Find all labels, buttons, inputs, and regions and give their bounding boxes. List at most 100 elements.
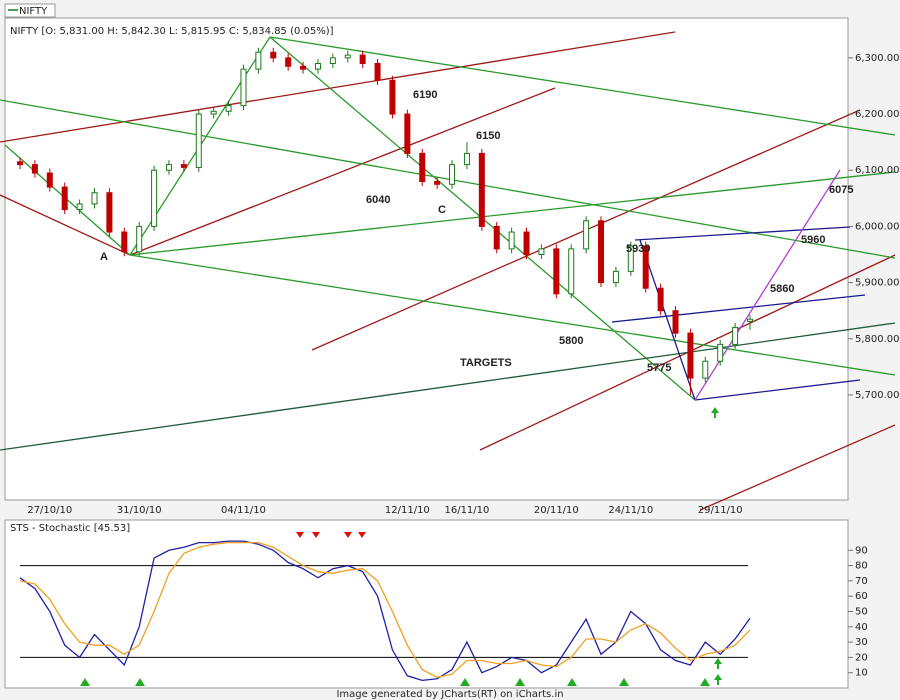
signal-arrow — [714, 674, 722, 685]
annotations: A C 6190 6150 6040 5800 5775 TARGETS 586… — [100, 89, 853, 374]
candle-body — [285, 57, 292, 67]
candle-body — [538, 248, 545, 256]
marks: 5,700.00 5,800.00 5,900.00 6,000.00 6,100.00… — [17, 47, 900, 682]
candle-body — [180, 164, 187, 168]
y-tick-label: 90 — [855, 545, 868, 556]
y-tick-label: 60 — [855, 591, 868, 602]
signal-arrow — [296, 532, 304, 538]
candle-body — [553, 248, 560, 295]
trend-line — [269, 36, 896, 136]
y-tick-label: 70 — [855, 576, 868, 587]
candle-body — [523, 231, 530, 256]
candle-body — [702, 360, 709, 379]
candle-body — [717, 343, 724, 362]
signal-arrow — [714, 658, 722, 669]
trend-line — [611, 294, 866, 323]
candle-body — [240, 68, 247, 107]
signal-arrow — [700, 678, 710, 686]
candle-body — [344, 54, 351, 59]
y-tick-label: 50 — [855, 607, 868, 618]
signal-arrow — [344, 532, 352, 538]
candle-body — [434, 180, 441, 185]
candle-body — [478, 152, 485, 227]
candle-body — [642, 245, 649, 289]
annotation: 5960 — [801, 234, 825, 246]
y-tick-label: 6,300.00 — [855, 53, 900, 64]
trend-line — [0, 322, 896, 451]
candle-body — [449, 164, 456, 185]
x-tick-label: 16/11/10 — [444, 505, 489, 516]
candle-body — [91, 192, 98, 205]
trend-line — [634, 226, 851, 241]
candle-body — [46, 172, 53, 188]
candle-body — [419, 152, 426, 182]
candle-body — [300, 65, 307, 70]
candle-body — [612, 270, 619, 284]
y-tick-label: 80 — [855, 561, 868, 572]
y-tick-label: 20 — [855, 652, 868, 663]
candle-body — [568, 248, 575, 295]
candle-body — [404, 113, 411, 154]
y-tick-label: 5,900.00 — [855, 278, 900, 289]
trend-line — [129, 171, 896, 256]
signal-arrow — [312, 532, 320, 538]
candle-body — [136, 225, 143, 253]
stochastic-panel — [4, 519, 849, 689]
candle-body — [329, 57, 336, 65]
trend-line — [129, 87, 556, 256]
trend-line — [0, 31, 676, 143]
candle-body — [583, 220, 590, 250]
y-tick-label: 6,000.00 — [855, 221, 900, 232]
annotation: 6190 — [413, 89, 437, 101]
price-panel — [4, 17, 849, 501]
x-tick-label: 29/11/10 — [698, 505, 743, 516]
candle-body — [121, 231, 128, 253]
signal-arrow — [619, 678, 629, 686]
annotation: 6040 — [366, 194, 390, 206]
signal-arrow — [80, 678, 90, 686]
legend-entry: NIFTY — [19, 6, 48, 17]
candle-body — [165, 164, 172, 171]
x-tick-label: 20/11/10 — [534, 505, 579, 516]
candle-body — [106, 192, 113, 233]
candle-body — [732, 327, 739, 345]
candle-body — [747, 318, 753, 322]
candle-body — [210, 110, 217, 115]
candle-body — [389, 79, 396, 115]
legend-box — [4, 3, 56, 18]
candle-body — [672, 310, 679, 334]
trend-line — [694, 379, 861, 401]
signal-arrow — [135, 678, 145, 686]
y-tick-label: 6,200.00 — [855, 109, 900, 120]
candle-body — [76, 203, 83, 211]
candle-body — [359, 54, 366, 65]
x-tick-label: 24/11/10 — [608, 505, 653, 516]
stochastic-title: STS - Stochastic [45.53] — [10, 523, 130, 534]
trend-line — [699, 424, 896, 511]
signals — [80, 407, 722, 686]
signal-arrow — [567, 678, 577, 686]
candle-body — [31, 164, 38, 174]
y-tick-label: 5,800.00 — [855, 334, 900, 345]
signals — [296, 532, 366, 538]
candle-body — [374, 63, 381, 81]
x-tick-label: 27/10/10 — [27, 505, 72, 516]
annotation: 6075 — [829, 184, 853, 196]
annotation: C — [438, 204, 446, 216]
y-tick-label: 30 — [855, 637, 868, 648]
x-tick-label: 04/11/10 — [221, 505, 266, 516]
y-tick-label: 10 — [855, 668, 868, 679]
candle-body — [463, 152, 470, 166]
candle-body — [255, 51, 262, 70]
x-tick-label: 12/11/10 — [385, 505, 430, 516]
candle-body — [195, 113, 202, 168]
annotation: 5800 — [559, 335, 583, 347]
annotation: 5775 — [647, 362, 671, 374]
y-tick-label: 5,700.00 — [855, 390, 900, 401]
candle-body — [17, 161, 23, 166]
candle-body — [627, 245, 634, 272]
candle-body — [493, 225, 500, 250]
candle-body — [151, 169, 158, 227]
signal-arrow — [711, 407, 719, 418]
